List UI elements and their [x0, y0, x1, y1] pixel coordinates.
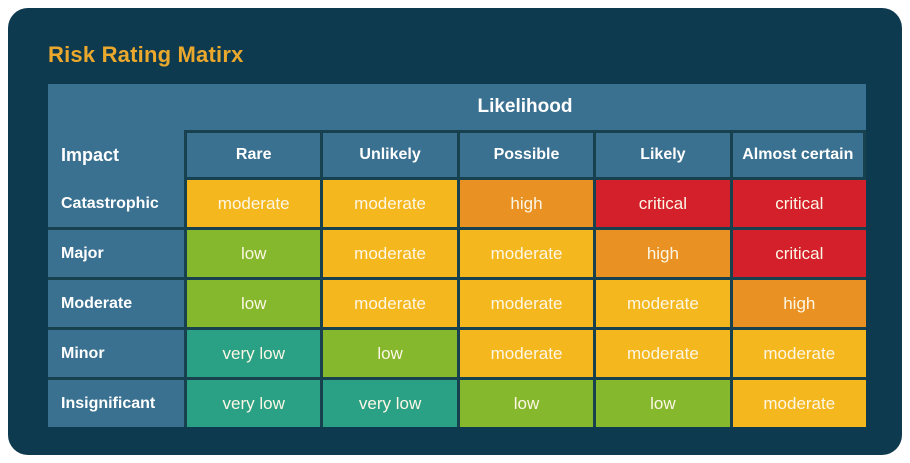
matrix-cell: very low: [187, 380, 321, 427]
matrix-cell: high: [732, 280, 866, 327]
risk-matrix-card: Risk Rating Matirx Impact Likelihood Rar…: [8, 8, 902, 455]
column-header-possible: Possible: [456, 130, 594, 180]
matrix-cell: low: [459, 380, 594, 427]
matrix-cell: moderate: [459, 280, 594, 327]
row-label-minor: Minor: [48, 330, 184, 377]
page-title: Risk Rating Matirx: [48, 42, 244, 67]
matrix-cell: moderate: [323, 180, 457, 227]
matrix-cell: low: [187, 280, 321, 327]
column-header-unlikely: Unlikely: [320, 130, 457, 180]
column-header-almost-certain: Almost certain: [729, 130, 866, 180]
matrix-cell: moderate: [459, 230, 594, 277]
matrix-header: Impact Likelihood Rare Unlikely Possible…: [48, 84, 866, 180]
matrix-cell: moderate: [732, 330, 866, 377]
matrix-body: Catastrophic moderate moderate high critical…: [48, 180, 866, 427]
matrix-cell: moderate: [459, 330, 594, 377]
likelihood-header-cell: Likelihood: [477, 96, 573, 117]
matrix-cell: critical: [732, 230, 866, 277]
matrix-cell: very low: [323, 380, 457, 427]
row-label-major: Major: [48, 230, 184, 277]
matrix-cell: low: [187, 230, 321, 277]
impact-header-cell: Impact: [61, 144, 120, 165]
matrix-cell: moderate: [596, 280, 730, 327]
matrix-cell: high: [596, 230, 730, 277]
matrix-cell: moderate: [187, 180, 321, 227]
row-label-insignificant: Insignificant: [48, 380, 184, 427]
column-header-rare: Rare: [184, 130, 321, 180]
matrix-cell: critical: [732, 180, 866, 227]
risk-matrix-table: Impact Likelihood Rare Unlikely Possible…: [48, 84, 866, 427]
row-label-moderate: Moderate: [48, 280, 184, 327]
matrix-cell: low: [323, 330, 457, 377]
matrix-cell: critical: [596, 180, 730, 227]
row-label-catastrophic: Catastrophic: [48, 180, 184, 227]
matrix-cell: moderate: [323, 280, 457, 327]
matrix-cell: very low: [187, 330, 321, 377]
matrix-cell: low: [596, 380, 730, 427]
column-header-likely: Likely: [593, 130, 730, 180]
matrix-cell: moderate: [596, 330, 730, 377]
matrix-cell: high: [459, 180, 594, 227]
matrix-cell: moderate: [732, 380, 866, 427]
matrix-cell: moderate: [323, 230, 457, 277]
